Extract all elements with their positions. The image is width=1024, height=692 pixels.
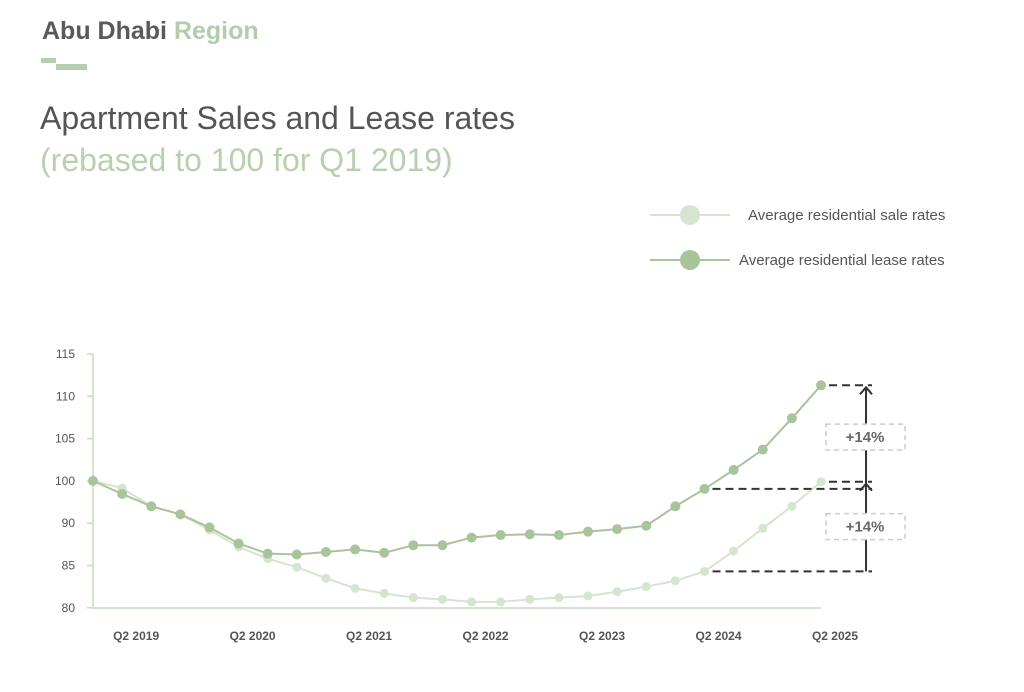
y-tick-label: 85	[62, 559, 76, 573]
data-point	[437, 540, 448, 551]
x-tick-label: Q2 2019	[113, 629, 159, 643]
y-tick-label: 105	[55, 432, 75, 446]
annotation-box	[825, 423, 906, 451]
x-tick-label: Q2 2022	[463, 629, 509, 643]
data-point	[204, 522, 215, 533]
chart-subtitle: (rebased to 100 for Q1 2019)	[40, 142, 453, 178]
y-tick-label: 90	[62, 516, 76, 530]
data-point	[175, 509, 186, 520]
data-point	[700, 566, 710, 576]
data-point	[670, 501, 681, 512]
region-main: Abu Dhabi	[42, 17, 167, 45]
data-point	[612, 587, 622, 597]
arrow-up-icon	[859, 482, 873, 492]
data-point	[467, 597, 477, 607]
arrow-up-icon	[859, 385, 873, 395]
data-point	[379, 588, 389, 598]
data-point	[757, 444, 768, 455]
data-point	[146, 501, 157, 512]
y-tick-label: 80	[62, 601, 76, 615]
data-point	[816, 477, 826, 487]
data-point	[291, 549, 302, 560]
y-tick-label: 110	[56, 389, 75, 403]
data-point	[117, 489, 128, 500]
data-point	[88, 475, 98, 486]
data-point	[321, 573, 331, 583]
series-line-lease	[92, 384, 822, 556]
x-tick-label: Q2 2023	[579, 629, 625, 643]
data-point	[320, 546, 331, 557]
x-tick-label: Q2 2024	[695, 629, 741, 643]
y-tick-label: 100	[55, 474, 75, 488]
x-tick-label: Q2 2021	[346, 629, 392, 643]
data-point	[641, 582, 651, 592]
legend-label: Average residential sale rates	[748, 207, 945, 224]
region-heading: Abu Dhabi Region	[42, 17, 259, 46]
legend-label: Average residential lease rates	[739, 252, 945, 269]
series-line-sale	[92, 479, 822, 603]
data-point	[350, 544, 361, 555]
data-point	[641, 520, 652, 531]
decorative-bar	[56, 64, 87, 70]
data-point	[496, 597, 506, 607]
annotation-label: +14%	[846, 519, 885, 536]
data-point	[553, 530, 564, 541]
data-point	[292, 562, 302, 572]
data-point	[728, 464, 739, 475]
annotation-label: +14%	[846, 429, 885, 446]
data-point	[408, 593, 418, 603]
data-point	[612, 524, 623, 535]
data-point	[758, 523, 768, 533]
data-point	[233, 538, 244, 549]
data-point	[466, 532, 477, 543]
data-point	[495, 530, 506, 541]
data-point	[787, 501, 797, 511]
data-point	[699, 483, 710, 494]
data-point	[262, 548, 273, 559]
data-point	[554, 593, 564, 603]
data-point	[583, 591, 593, 601]
data-point	[408, 540, 419, 551]
annotation-box	[825, 512, 906, 541]
data-point	[524, 529, 535, 540]
data-point	[583, 526, 594, 537]
data-point	[379, 547, 390, 558]
chart-title: Apartment Sales and Lease rates	[40, 100, 515, 136]
region-accent: Region	[173, 17, 259, 45]
data-point	[350, 583, 360, 593]
data-point	[525, 594, 535, 604]
x-tick-label: Q2 2020	[230, 629, 276, 643]
y-tick-label: 115	[56, 347, 75, 361]
legend-marker	[680, 250, 700, 270]
data-point	[670, 576, 680, 586]
data-point	[437, 594, 447, 604]
x-tick-label: Q2 2025	[812, 629, 858, 643]
data-point	[786, 413, 797, 424]
data-point	[816, 380, 826, 391]
data-point	[729, 546, 739, 556]
decorative-bar	[41, 58, 56, 63]
legend-marker	[680, 205, 700, 225]
